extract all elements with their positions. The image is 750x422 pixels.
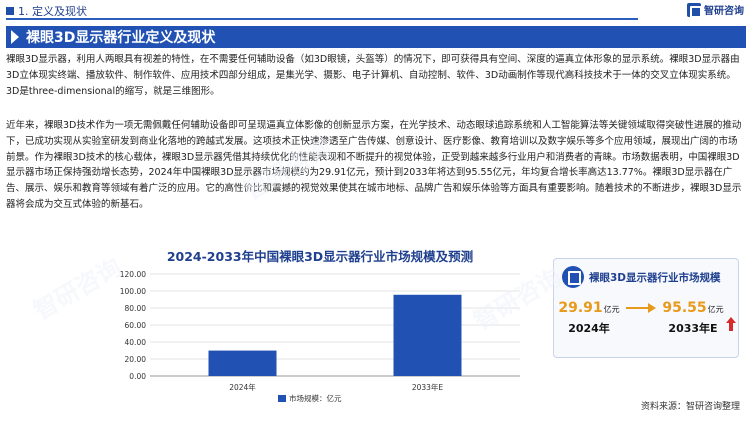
chart-canvas: 0.00 20.00 40.00 60.00 80.00 100.00 120.00 2024… <box>120 270 520 403</box>
y-tick-label: 20.00 <box>125 355 147 364</box>
title-marker-icon <box>6 26 26 48</box>
section-label-text: 1. 定义及现状 <box>18 4 87 18</box>
summary-right: 95.55亿元 2033年E <box>658 297 728 336</box>
legend-swatch <box>278 395 286 402</box>
summary-right-value: 95.55 <box>662 300 707 316</box>
summary-left: 29.91亿元 2024年 <box>554 297 624 336</box>
up-arrow-icon <box>726 317 736 331</box>
summary-left-unit: 亿元 <box>603 305 620 314</box>
top-bar: 1. 定义及现状 智研咨询 <box>0 0 750 22</box>
summary-card-title: 裸眼3D显示器行业市场规模 <box>589 271 721 284</box>
section-label: 1. 定义及现状 <box>6 2 87 19</box>
title-band: 裸眼3D显示器行业定义及现状 <box>6 26 746 48</box>
source-note: 资料来源：智研咨询整理 <box>640 402 740 412</box>
brand-name: 智研咨询 <box>704 6 744 17</box>
legend-label: 市场规模：亿元 <box>289 393 342 403</box>
brand: 智研咨询 <box>687 2 744 18</box>
y-tick-label: 100.00 <box>120 287 146 296</box>
page-title: 裸眼3D显示器行业定义及现状 <box>26 30 216 46</box>
y-tick-label: 40.00 <box>125 338 147 347</box>
summary-card: 裸眼3D显示器行业市场规模 29.91亿元 2024年 95.55亿元 2033… <box>553 258 739 358</box>
top-divider <box>6 18 638 20</box>
summary-values: 29.91亿元 2024年 95.55亿元 2033年E <box>554 297 740 355</box>
bar <box>208 350 277 376</box>
paragraph-definition: 裸眼3D显示器，利用人两眼具有视差的特性，在不需要任何辅助设备（如3D眼镜，头盔… <box>6 54 740 97</box>
summary-right-unit: 亿元 <box>707 305 724 314</box>
monitor-icon <box>562 266 584 288</box>
paragraph-status: 近年来，裸眼3D技术作为一项无需佩戴任何辅助设备即可呈现逼真立体影像的创新显示方… <box>6 120 742 210</box>
brand-logo-icon <box>687 2 702 18</box>
y-tick-label: 80.00 <box>125 304 147 313</box>
summary-left-year: 2024年 <box>568 322 610 335</box>
y-tick-label: 0.00 <box>129 372 146 381</box>
section-square-icon <box>6 6 14 15</box>
y-tick-label: 60.00 <box>125 321 147 330</box>
summary-right-year: 2033年E <box>668 322 718 335</box>
summary-card-header: 裸眼3D显示器行业市场规模 <box>562 266 721 288</box>
arrow-right-icon <box>626 303 656 313</box>
x-tick-label: 2033年E <box>412 382 444 392</box>
bar <box>393 294 462 376</box>
summary-left-value: 29.91 <box>558 300 603 316</box>
market-size-chart: 2024-2033年中国裸眼3D显示器行业市场规模及预测 0.00 20.00 40… <box>110 246 530 418</box>
x-tick-label: 2024年 <box>229 382 256 392</box>
chart-title: 2024-2033年中国裸眼3D显示器行业市场规模及预测 <box>166 249 474 264</box>
y-tick-label: 120.00 <box>120 270 146 279</box>
